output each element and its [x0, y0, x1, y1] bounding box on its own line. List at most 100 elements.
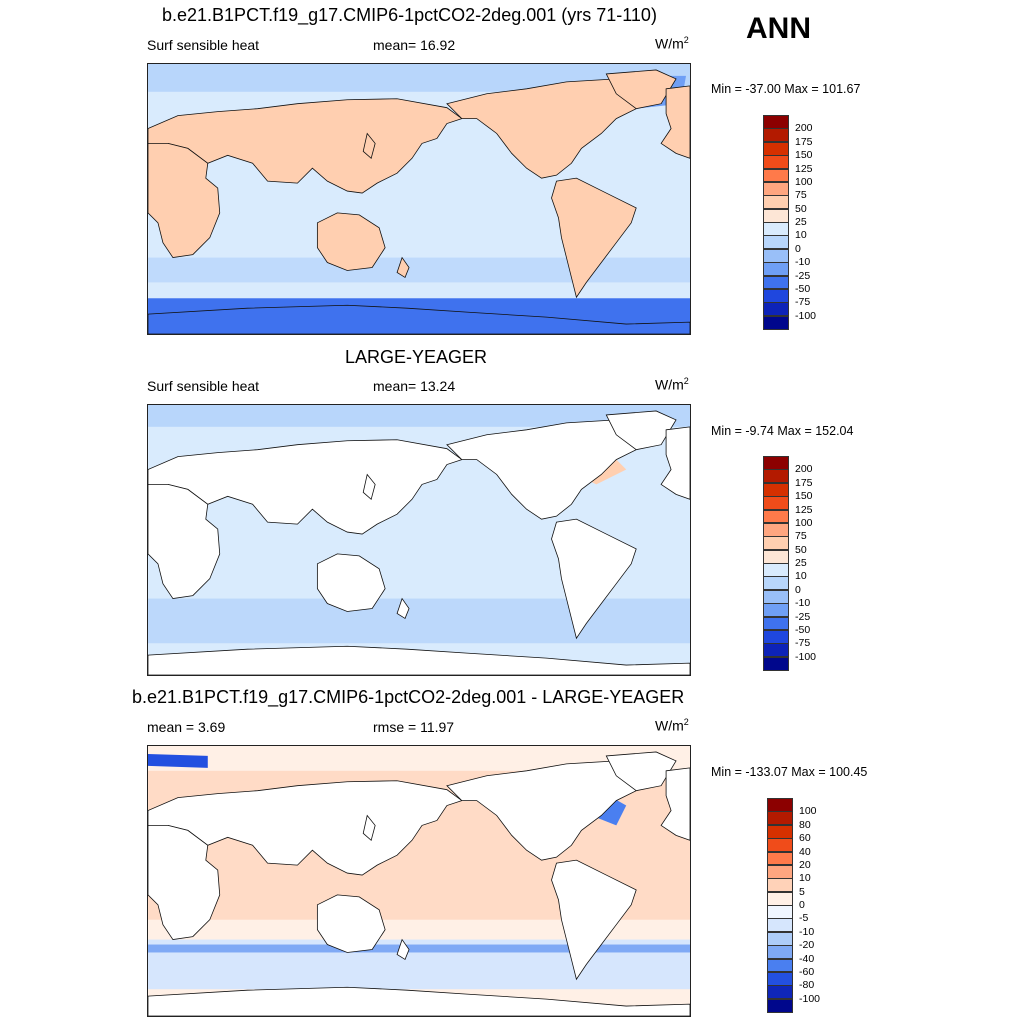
cold-bias-band	[148, 944, 690, 953]
africa-landmass	[148, 484, 221, 599]
colorbar-tick-label: 25	[795, 216, 807, 228]
arctic-bias	[148, 753, 208, 768]
colorbar-swatch	[763, 456, 789, 470]
colorbar-swatch	[763, 128, 789, 143]
colorbar-tick-label: 0	[799, 899, 805, 911]
nz-landmass	[396, 597, 410, 620]
colorbar-swatch	[763, 482, 789, 497]
europe-landmass	[660, 85, 690, 159]
colorbar-swatch	[767, 851, 793, 866]
colorbar-swatch	[763, 302, 789, 317]
europe-landmass	[660, 426, 690, 500]
colorbar-tick-label: -60	[799, 965, 815, 978]
panel-2-minmax: Min = -9.74 Max = 152.04	[711, 424, 854, 438]
colorbar-swatch	[763, 496, 789, 510]
colorbar-swatch	[767, 905, 793, 919]
nz-landmass	[396, 938, 410, 961]
panel-1-title: b.e21.B1PCT.f19_g17.CMIP6-1pctCO2-2deg.0…	[162, 5, 657, 25]
colorbar-tick-label: 80	[799, 818, 811, 831]
colorbar-swatch	[763, 275, 789, 290]
colorbar-tick-label: -50	[795, 623, 811, 636]
antarctica-landmass	[148, 645, 690, 675]
panel-3-title: b.e21.B1PCT.f19_g17.CMIP6-1pctCO2-2deg.0…	[132, 687, 685, 707]
panel-1-variable-label: Surf sensible heat	[147, 37, 260, 53]
panel-1-map	[147, 63, 691, 335]
colorbar-tick-label: 75	[795, 189, 807, 202]
colorbar-tick-label: -80	[799, 979, 815, 992]
colorbar-tick-label: -10	[795, 256, 811, 269]
colorbar-tick-label: 40	[799, 845, 811, 858]
colorbar-swatch	[763, 469, 789, 484]
panel-1-colorbar: 200 175 150 125 100 75 50 25 10 0 -10 -25 -50 -75 -100	[763, 115, 843, 330]
colorbar-tick-label: 75	[795, 530, 807, 543]
arctic-band	[148, 405, 690, 427]
colorbar-swatch	[767, 931, 793, 946]
colorbar-tick-label: 10	[795, 229, 807, 242]
colorbar-tick-label: 200	[795, 122, 813, 135]
colorbar-tick-label: 0	[795, 583, 801, 596]
panel-2-units: W/m2	[655, 376, 689, 393]
colorbar-swatch	[763, 509, 789, 524]
colorbar-tick-label: 100	[795, 175, 813, 188]
colorbar-swatch	[763, 315, 789, 330]
panel-3-mean-label: mean = 3.69	[147, 719, 226, 735]
colorbar-swatch	[767, 864, 793, 879]
panel-1-mean-label: mean= 16.92	[373, 37, 456, 53]
greenland-landmass	[605, 410, 677, 451]
asia-landmass	[148, 98, 463, 194]
colorbar-swatch	[767, 798, 793, 812]
nz-landmass	[396, 256, 410, 279]
panel-3-rmse-label: rmse = 11.97	[373, 719, 455, 735]
panel-2-colorbar: 200 175 150 125 100 75 50 25 10 0 -10 -25 -50 -75 -100	[763, 456, 843, 671]
namerica-landmass	[446, 419, 668, 520]
australia-landmass	[316, 212, 386, 271]
colorbar-tick-label: 125	[795, 162, 813, 175]
colorbar-swatch	[767, 891, 793, 906]
panel-2-variable-label: Surf sensible heat	[147, 378, 260, 394]
colorbar-tick-label: -100	[795, 650, 817, 663]
colorbar-swatch	[767, 945, 793, 959]
colorbar-tick-label: 150	[795, 149, 813, 162]
panel-2-mean-label: mean= 13.24	[373, 378, 456, 394]
colorbar-tick-label: -40	[799, 952, 815, 965]
colorbar-tick-label: 125	[795, 503, 813, 516]
colorbar-swatch	[767, 918, 793, 933]
colorbar-swatch	[763, 288, 789, 303]
southern-ocean-band	[148, 598, 690, 644]
namerica-landmass	[446, 78, 668, 179]
panel-2-title: LARGE-YEAGER	[345, 347, 488, 367]
asia-landmass	[148, 439, 463, 535]
samerica-landmass	[551, 518, 637, 640]
africa-landmass	[148, 825, 221, 940]
colorbar-swatch	[767, 824, 793, 839]
colorbar-swatch	[763, 235, 789, 250]
colorbar-tick-label: 175	[795, 135, 813, 148]
colorbar-swatch	[763, 563, 789, 577]
panel-3-units: W/m2	[655, 717, 689, 734]
colorbar-swatch	[763, 168, 789, 183]
colorbar-tick-label: 25	[795, 557, 807, 569]
colorbar-swatch	[767, 838, 793, 852]
samerica-landmass	[551, 859, 637, 981]
greenland-landmass	[605, 751, 677, 792]
colorbar-tick-label: 150	[795, 490, 813, 503]
panel-3-minmax: Min = -133.07 Max = 100.45	[711, 765, 868, 779]
japan-landmass	[362, 814, 376, 842]
colorbar-tick-label: 175	[795, 476, 813, 489]
colorbar-tick-label: 100	[799, 805, 817, 818]
japan-landmass	[362, 132, 376, 160]
colorbar-swatch	[767, 971, 793, 986]
colorbar-tick-label: 60	[799, 832, 811, 845]
greenland-landmass	[605, 69, 677, 110]
samerica-landmass	[551, 177, 637, 299]
panel-3-colorbar: 100 80 60 40 20 10 5 0 -5 -10 -20 -40 -60 -80 -100	[767, 798, 847, 1013]
colorbar-swatch	[767, 811, 793, 826]
antarctica-landmass	[148, 986, 690, 1016]
colorbar-tick-label: -50	[795, 282, 811, 295]
japan-landmass	[362, 473, 376, 501]
colorbar-swatch	[763, 195, 789, 210]
colorbar-swatch	[763, 248, 789, 263]
colorbar-swatch	[763, 616, 789, 631]
colorbar-tick-label: 5	[799, 885, 805, 898]
colorbar-swatch	[763, 181, 789, 196]
